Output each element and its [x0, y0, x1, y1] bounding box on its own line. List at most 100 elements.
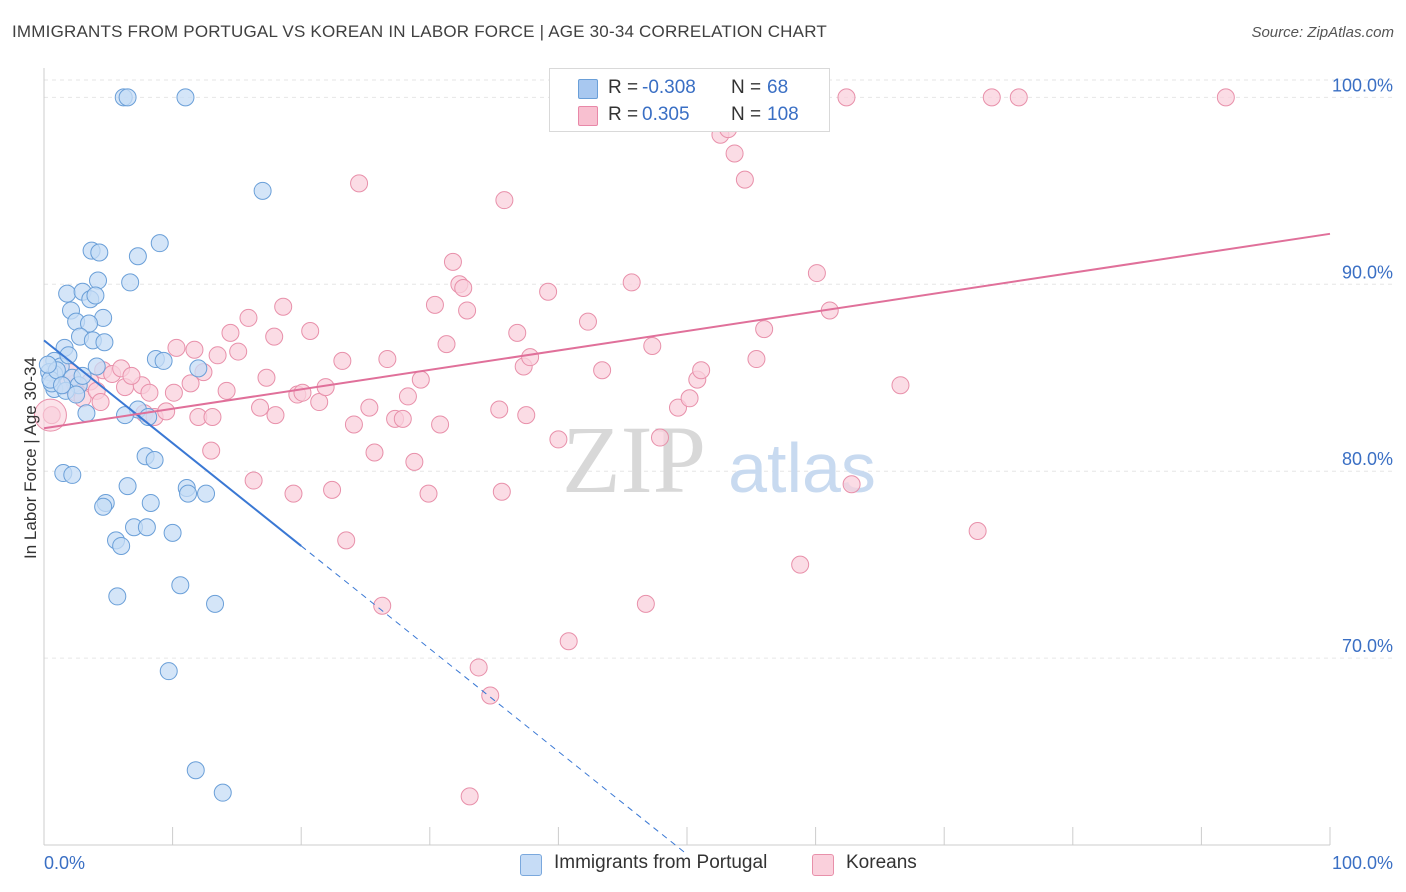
point-koreans — [521, 348, 540, 367]
legend-n-label: N = — [731, 104, 762, 125]
y-tick-label: 90.0% — [1342, 262, 1393, 282]
x-tick-label: 0.0% — [44, 853, 85, 873]
point-koreans — [185, 340, 204, 359]
point-koreans — [140, 383, 159, 402]
tick-labels: 70.0% 80.0% 90.0% 100.0% 0.0% 100.0% — [44, 75, 1393, 873]
point-koreans — [203, 407, 222, 426]
point-koreans — [735, 170, 754, 189]
point-koreans — [164, 383, 183, 402]
point-koreans — [284, 484, 303, 503]
point-koreans — [481, 686, 500, 705]
point-portugal — [159, 662, 178, 681]
point-koreans — [265, 327, 284, 346]
point-koreans — [251, 398, 270, 417]
point-koreans — [1009, 88, 1028, 107]
point-portugal — [89, 271, 108, 290]
legend-n-value: 108 — [767, 104, 799, 125]
point-koreans — [350, 174, 369, 193]
trend-line-koreans — [43, 232, 1331, 430]
point-portugal — [118, 88, 137, 107]
point-koreans — [239, 308, 258, 327]
point-koreans — [419, 484, 438, 503]
point-portugal — [137, 518, 156, 537]
point-portugal — [87, 357, 106, 376]
point-koreans — [622, 273, 641, 292]
y-axis-label: In Labor Force | Age 30-34 — [21, 357, 40, 559]
point-portugal — [112, 536, 131, 555]
point-portugal — [53, 376, 72, 395]
point-portugal — [108, 587, 127, 606]
point-koreans — [968, 522, 987, 540]
point-portugal — [90, 243, 109, 262]
point-koreans — [333, 351, 352, 370]
point-koreans — [202, 441, 221, 460]
point-koreans — [842, 475, 861, 494]
y-tick-label: 70.0% — [1342, 636, 1393, 656]
point-koreans — [1216, 88, 1235, 107]
legend-r-value: -0.308 — [642, 77, 696, 98]
legend-n-value: 68 — [767, 77, 789, 98]
point-koreans — [266, 406, 285, 425]
legend-r-label: R = — [608, 104, 639, 125]
point-koreans — [301, 322, 320, 341]
chart-title: IMMIGRANTS FROM PORTUGAL VS KOREAN IN LA… — [12, 22, 827, 41]
point-koreans — [360, 398, 379, 417]
legend-swatch-portugal — [578, 79, 598, 99]
point-koreans — [217, 381, 236, 400]
point-koreans — [344, 415, 363, 434]
legend-swatch-koreans — [812, 854, 834, 876]
point-koreans — [517, 406, 536, 425]
point-portugal — [253, 181, 272, 200]
point-koreans — [257, 368, 276, 387]
point-portugal — [58, 284, 77, 303]
point-portugal — [141, 493, 160, 512]
x-tick-label: 100.0% — [1332, 853, 1393, 873]
point-koreans — [891, 376, 910, 395]
point-koreans — [181, 374, 200, 393]
point-portugal — [118, 477, 137, 496]
point-portugal — [63, 465, 82, 484]
legend-r-value: 0.305 — [642, 104, 690, 125]
point-portugal — [154, 351, 173, 370]
point-koreans — [337, 531, 356, 550]
point-koreans — [405, 452, 424, 471]
point-portugal — [95, 333, 114, 352]
point-koreans — [807, 264, 826, 283]
point-koreans — [460, 787, 479, 806]
legend-r-label: R = — [608, 77, 639, 98]
point-portugal — [213, 783, 232, 802]
point-koreans — [431, 415, 450, 434]
point-koreans — [755, 320, 774, 339]
point-koreans — [469, 658, 488, 677]
point-portugal — [186, 761, 205, 780]
point-koreans — [365, 443, 384, 462]
point-koreans — [398, 387, 417, 406]
axes — [43, 68, 1331, 846]
y-tick-label: 100.0% — [1332, 75, 1393, 95]
point-koreans — [508, 323, 527, 342]
legend-label-portugal: Immigrants from Portugal — [554, 852, 768, 873]
point-koreans — [122, 366, 141, 385]
legend-row-portugal: R = -0.308 N = 68 — [550, 75, 829, 101]
y-tick-label: 80.0% — [1342, 449, 1393, 469]
point-portugal — [59, 346, 78, 365]
point-portugal — [67, 385, 86, 404]
point-koreans — [492, 482, 511, 501]
point-koreans — [33, 398, 67, 432]
trend-line-portugal-extrapolated — [300, 545, 688, 855]
watermark-zip: ZIP — [562, 406, 706, 513]
point-koreans — [791, 555, 810, 574]
point-portugal — [171, 576, 190, 595]
point-koreans — [323, 480, 342, 499]
point-portugal — [80, 314, 99, 333]
point-koreans — [443, 252, 462, 271]
point-koreans — [643, 336, 662, 355]
point-koreans — [593, 361, 612, 380]
point-koreans — [578, 312, 597, 331]
point-koreans — [458, 301, 477, 320]
correlation-legend: R = -0.308 N = 68 R = 0.305 N = 108 — [549, 68, 830, 132]
legend-label-koreans: Koreans — [846, 852, 917, 873]
trend-lines — [43, 232, 1331, 855]
portugal-points — [38, 88, 272, 802]
